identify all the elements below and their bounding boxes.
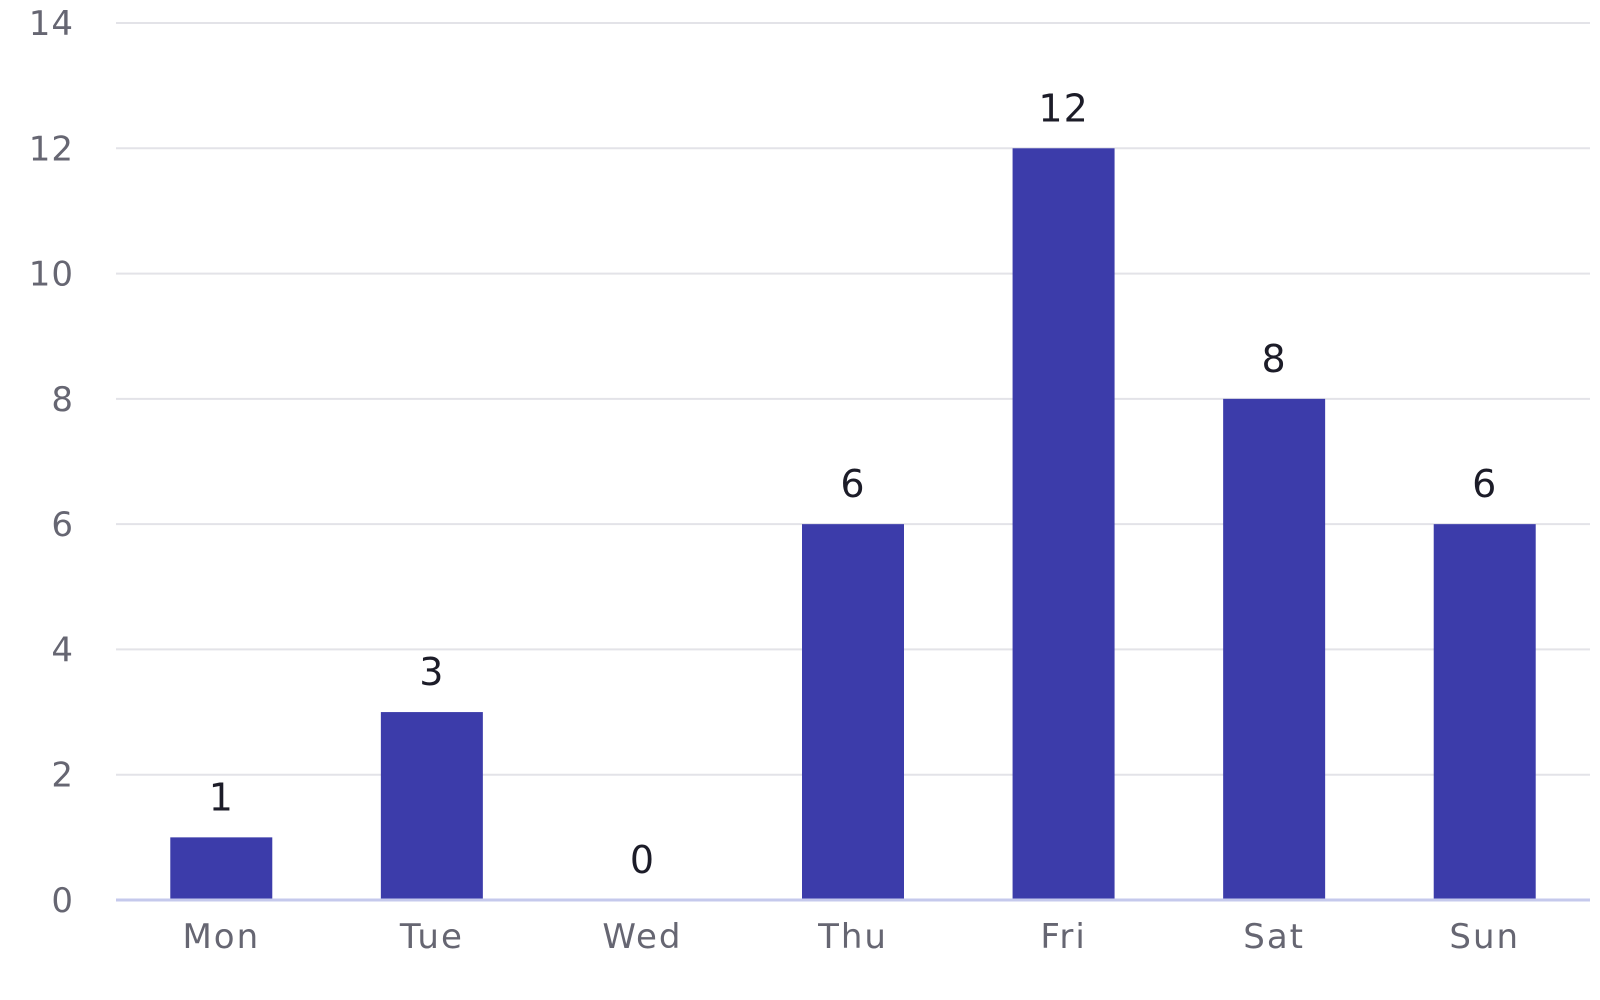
data-label-sun: 6 xyxy=(1472,462,1497,506)
x-tick-label-tue: Tue xyxy=(399,917,464,957)
x-axis: Mon Tue Wed Thu Fri Sat Sun xyxy=(182,917,1520,957)
x-tick-label-mon: Mon xyxy=(182,917,260,957)
x-tick-label-fri: Fri xyxy=(1040,917,1087,957)
data-label-sat: 8 xyxy=(1262,337,1287,381)
y-axis: 0 2 4 6 8 10 12 14 xyxy=(29,4,74,921)
y-tick-label: 12 xyxy=(29,129,74,169)
data-label-wed: 0 xyxy=(630,838,655,882)
y-tick-label: 4 xyxy=(51,630,74,670)
y-tick-label: 2 xyxy=(51,756,74,796)
data-label-mon: 1 xyxy=(209,775,234,819)
data-label-tue: 3 xyxy=(419,650,444,694)
bar-fri xyxy=(1012,148,1115,901)
x-tick-label-sat: Sat xyxy=(1243,917,1305,957)
y-tick-label: 8 xyxy=(51,380,74,420)
y-tick-label: 10 xyxy=(29,255,74,295)
y-tick-label: 0 xyxy=(51,881,74,921)
bar-mon xyxy=(170,837,273,900)
x-tick-label-wed: Wed xyxy=(602,917,682,957)
y-tick-label: 6 xyxy=(51,505,74,545)
data-labels: 1 3 0 6 12 8 6 xyxy=(209,86,1497,882)
x-tick-label-sun: Sun xyxy=(1449,917,1520,957)
bar-thu xyxy=(802,524,904,900)
bars xyxy=(170,148,1536,901)
bar-sun xyxy=(1433,524,1536,900)
bar-sat xyxy=(1223,398,1326,900)
bar-tue xyxy=(380,712,483,900)
x-tick-label-thu: Thu xyxy=(817,917,888,957)
data-label-fri: 12 xyxy=(1038,86,1088,130)
data-label-thu: 6 xyxy=(840,462,865,506)
y-tick-label: 14 xyxy=(29,4,74,44)
